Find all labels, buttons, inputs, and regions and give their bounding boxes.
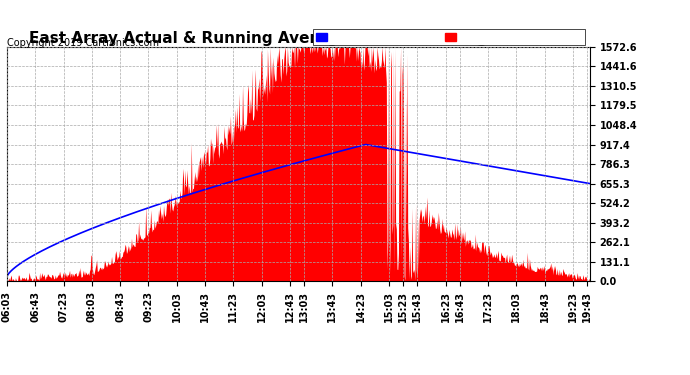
- Text: Copyright 2019 Cartronics.com: Copyright 2019 Cartronics.com: [7, 38, 159, 48]
- Title: East Array Actual & Running Average Power Mon Aug 19 19:47: East Array Actual & Running Average Powe…: [29, 31, 568, 46]
- Legend: Average  (DC Watts), East Array  (DC Watts): Average (DC Watts), East Array (DC Watts…: [313, 30, 585, 45]
